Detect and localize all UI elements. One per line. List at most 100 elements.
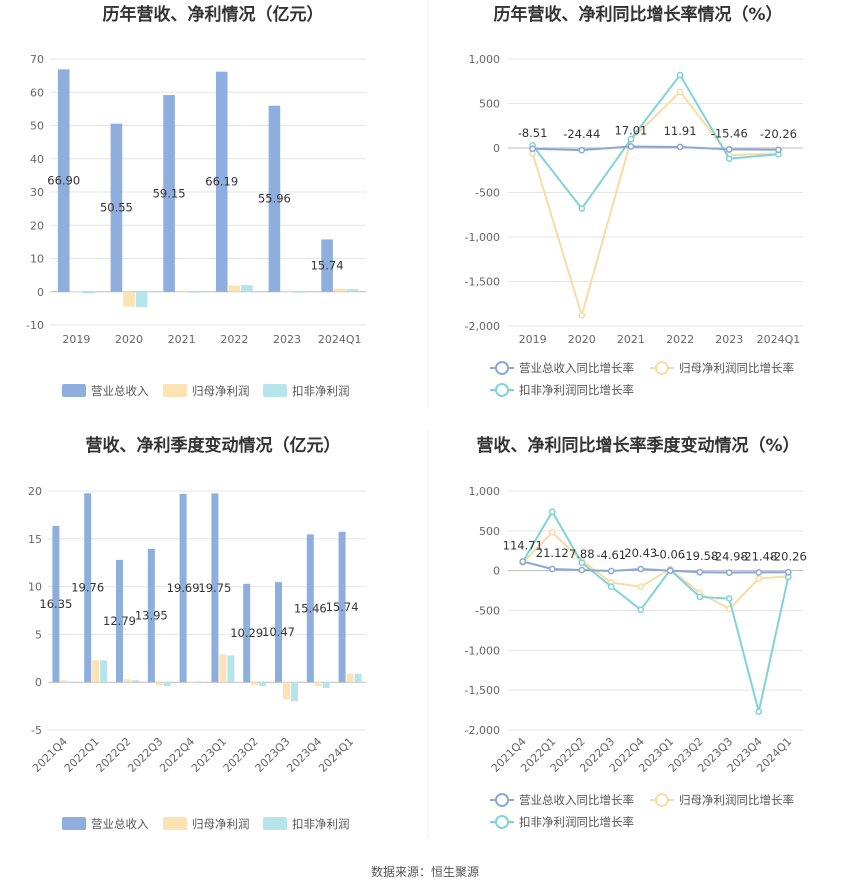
bar-value-label: 10.29 [230,626,263,640]
y-tick-label: 60 [30,86,44,99]
y-tick-label: 0 [35,676,42,689]
y-tick-label: 20 [30,219,44,232]
y-tick-label: 50 [30,120,44,133]
legend-label: 扣非净利润同比增长率 [519,383,634,397]
line-point [548,508,556,516]
y-tick-label: -500 [475,187,500,200]
x-tick-label: 2024Q1 [316,735,356,775]
y-tick-label: 70 [30,53,44,66]
chart-2: 历年营收、净利同比增长率情况（%） -2,000 -1,500 -1,000 -500 0… [465,4,803,397]
y-tick-label: 40 [30,153,44,166]
bar-revenue [306,534,314,683]
chart-4: 营收、净利同比增长率季度变动情况（%） -2,000 -1,500 -1,000 -50… [465,435,807,829]
legend-label: 归母净利润同比增长率 [679,793,794,807]
legend-marker [495,361,509,375]
x-tick-label: 2021 [168,333,196,346]
bar-deducted-net-profit [354,673,362,683]
bar-deducted-net-profit [100,660,108,683]
legend-swatch [62,817,86,830]
line-point [578,205,586,212]
point-value-label: -8.51 [518,126,548,140]
line-point [607,583,615,590]
bar-value-label: 15.46 [294,601,327,615]
bar-parent-net-profit [187,682,195,684]
point-value-label: -24.44 [563,127,600,141]
bar-parent-net-profit [283,682,290,700]
line-series-0 [532,145,779,152]
y-tick-label: 500 [479,98,500,111]
line-point [548,529,556,536]
legend-marker [495,793,509,807]
bar-deducted-net-profit [293,291,306,293]
legend-marker [495,815,509,829]
bar-parent-net-profit [70,291,83,292]
bar-value-label: 12.79 [103,614,136,628]
x-tick-label: 2019 [519,333,547,346]
x-tick-label: 2024Q1 [757,333,801,346]
legend-label: 营业总收入同比增长率 [519,793,634,807]
line-point [676,88,684,96]
bar-value-label: 13.95 [135,609,168,623]
bar-revenue [52,525,60,683]
y-tick-label: -10 [26,319,44,332]
legend-label: 归母净利润 [192,384,250,398]
bar-deducted-net-profit [83,291,95,294]
bar-deducted-net-profit [322,682,330,688]
y-tick-label: 0 [37,286,44,299]
line-point [784,568,792,576]
point-value-label: 20.43 [624,546,657,560]
bar-deducted-net-profit [227,655,235,683]
point-value-label: -4.61 [596,548,626,562]
bar-deducted-net-profit [135,291,148,308]
point-value-label: -21.48 [740,549,777,563]
y-tick-label: 5 [35,628,42,641]
bar-revenue [57,69,70,292]
bar-value-label: 15.74 [326,600,359,614]
point-value-label: -0.06 [655,548,685,562]
line-point [637,606,645,614]
bar-revenue [147,548,155,683]
line-point [725,595,733,602]
line-point [627,143,635,150]
bar-deducted-net-profit [188,291,201,293]
bar-deducted-net-profit [131,680,139,683]
y-tick-label: 1,000 [469,53,501,66]
line-point [548,565,556,573]
bar-revenue [268,105,281,292]
point-value-label: 21.12 [536,546,569,560]
legend-marker [495,383,509,397]
bar-parent-net-profit [175,291,188,293]
bar-revenue [163,95,175,292]
bar-revenue [84,493,92,683]
bar-parent-net-profit [92,660,100,683]
bar-deducted-net-profit [68,682,76,684]
line-series-2 [521,509,790,712]
bar-value-label: 19.76 [71,581,104,595]
line-point [725,569,733,577]
line-point [775,146,782,154]
x-tick-label: 2020 [568,333,596,346]
chart-title: 历年营收、净利情况（亿元） [103,4,324,25]
line-point [676,143,684,151]
point-value-label: -19.58 [681,549,718,563]
y-tick-label: 10 [28,581,42,594]
bar-value-label: 19.75 [198,581,231,595]
line-point [696,568,704,576]
bar-deducted-net-profit [195,682,203,684]
chart-title: 营收、净利同比增长率季度变动情况（%） [476,435,799,456]
x-tick-label: 2022 [220,333,248,346]
y-tick-label: 20 [28,485,42,498]
y-tick-label: -1,000 [465,644,500,657]
legend-label: 扣非净利润 [292,817,350,831]
line-series-1 [531,90,779,319]
chart-3: 营收、净利季度变动情况（亿元）-5051015202021Q42022Q1202… [28,435,366,831]
bar-revenue [275,582,283,683]
x-tick-label: 2021 [617,333,645,346]
bar-parent-net-profit [155,682,163,686]
bar-value-label: 50.55 [100,201,133,215]
legend-label: 归母净利润 [192,817,250,831]
bar-revenue [321,239,333,292]
x-tick-label: 2023 [715,333,743,346]
bar-value-label: 19.69 [167,581,200,595]
